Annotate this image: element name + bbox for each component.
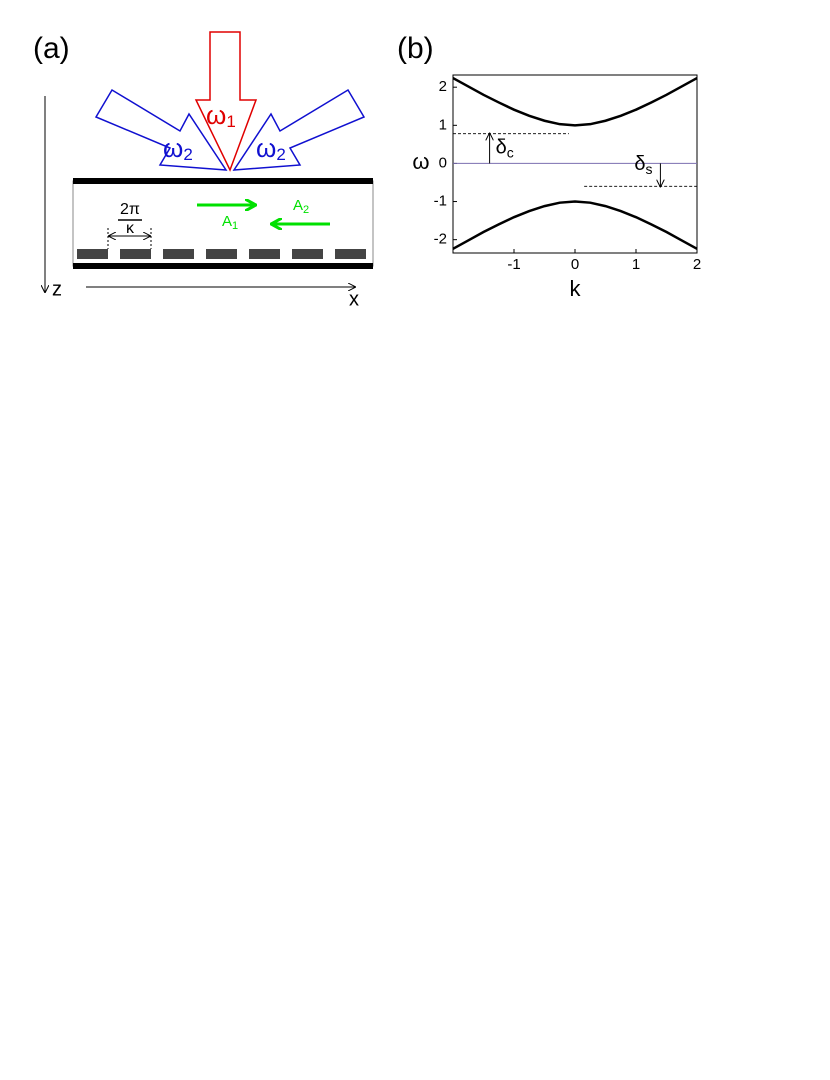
panel-label: (a) bbox=[33, 32, 70, 65]
y-tick-label: 1 bbox=[439, 116, 447, 133]
offset-symbol: δ bbox=[634, 153, 645, 175]
axis-label: z bbox=[52, 278, 62, 300]
x-tick-label: 2 bbox=[693, 256, 701, 273]
y-axis-title: ω bbox=[412, 149, 429, 174]
period-denominator: κ bbox=[126, 220, 135, 237]
x-tick-label: 1 bbox=[632, 256, 640, 273]
offset-symbol: δ bbox=[496, 137, 507, 159]
curve bbox=[452, 76, 698, 127]
offset-label: δs bbox=[634, 153, 652, 176]
axis-label: x bbox=[349, 288, 359, 310]
bottom-cladding bbox=[73, 263, 373, 269]
y-tick-label: 2 bbox=[439, 78, 447, 95]
offset-sub: s bbox=[646, 161, 653, 177]
panel-label: (b) bbox=[397, 32, 434, 65]
probe-arrow bbox=[232, 88, 366, 171]
top-cladding bbox=[73, 178, 373, 184]
grating bbox=[77, 249, 366, 259]
offset-label: δc bbox=[496, 137, 514, 160]
probe-arrow bbox=[94, 88, 228, 171]
period-numerator: 2π bbox=[120, 201, 140, 218]
y-tick-label: 0 bbox=[439, 154, 447, 171]
curve bbox=[452, 200, 698, 250]
pump-label: ω1 bbox=[206, 100, 236, 132]
x-axis-title: k bbox=[570, 276, 582, 301]
x-tick-label: -1 bbox=[507, 256, 520, 273]
probe-label: ω2 bbox=[256, 133, 286, 165]
offset-sub: c bbox=[507, 144, 514, 160]
wave-label: A1 bbox=[222, 213, 238, 232]
panel-a: (a) ω1 ω2 ω2 2π κ A1 A2 z x bbox=[33, 31, 374, 310]
y-tick-label: -1 bbox=[434, 193, 447, 210]
wave-label: A2 bbox=[293, 197, 309, 216]
pump-arrow bbox=[194, 31, 258, 172]
probe-label: ω2 bbox=[163, 133, 193, 165]
x-tick-label: 0 bbox=[571, 256, 579, 273]
y-tick-label: -2 bbox=[434, 231, 447, 248]
